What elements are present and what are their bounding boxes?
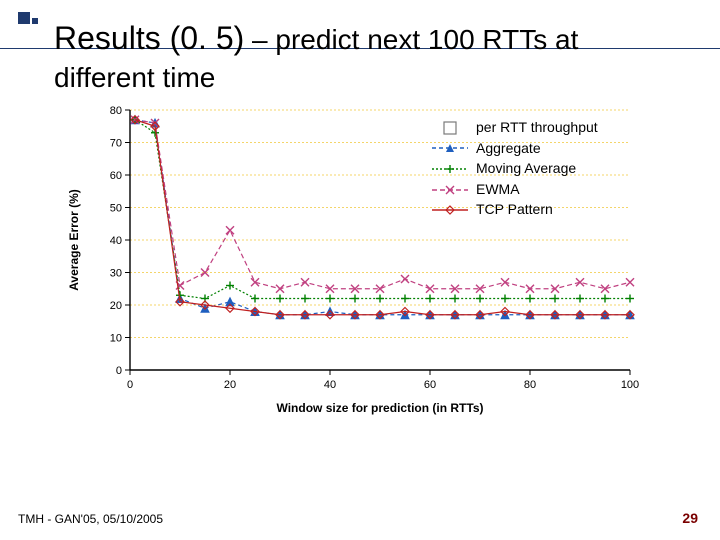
legend-label: per RTT throughput (476, 118, 598, 138)
svg-text:100: 100 (621, 379, 639, 391)
legend-label: EWMA (476, 180, 520, 200)
legend-label: Aggregate (476, 139, 541, 159)
legend-label: Moving Average (476, 159, 576, 179)
svg-text:40: 40 (110, 235, 122, 247)
footer-left: TMH - GAN'05, 05/10/2005 (18, 512, 163, 526)
legend-item: EWMA (430, 180, 598, 200)
svg-text:60: 60 (110, 170, 122, 182)
svg-text:20: 20 (110, 300, 122, 312)
svg-text:70: 70 (110, 138, 122, 150)
legend-label: TCP Pattern (476, 200, 553, 220)
legend-item: per RTT throughput (430, 118, 598, 138)
svg-text:50: 50 (110, 203, 122, 215)
legend: per RTT throughputAggregateMoving Averag… (430, 118, 598, 221)
page-number: 29 (682, 510, 698, 526)
svg-text:0: 0 (127, 379, 133, 391)
slide-title: Results (0. 5) – predict next 100 RTTs a… (54, 20, 578, 57)
legend-item: TCP Pattern (430, 200, 598, 220)
legend-item: Aggregate (430, 139, 598, 159)
header-decoration (18, 12, 38, 24)
svg-text:30: 30 (110, 268, 122, 280)
legend-item: Moving Average (430, 159, 598, 179)
svg-text:40: 40 (324, 379, 336, 391)
svg-text:80: 80 (110, 105, 122, 117)
svg-text:0: 0 (116, 365, 122, 377)
svg-text:10: 10 (110, 333, 122, 345)
svg-text:Window size for prediction (in: Window size for prediction (in RTTs) (277, 401, 484, 415)
slide-subtitle: different time (54, 62, 215, 94)
svg-text:60: 60 (424, 379, 436, 391)
svg-text:80: 80 (524, 379, 536, 391)
svg-text:Average Error (%): Average Error (%) (67, 189, 81, 291)
svg-text:20: 20 (224, 379, 236, 391)
title-part2: – predict next 100 RTTs at (244, 24, 578, 55)
title-part1: Results (0. 5) (54, 20, 244, 56)
